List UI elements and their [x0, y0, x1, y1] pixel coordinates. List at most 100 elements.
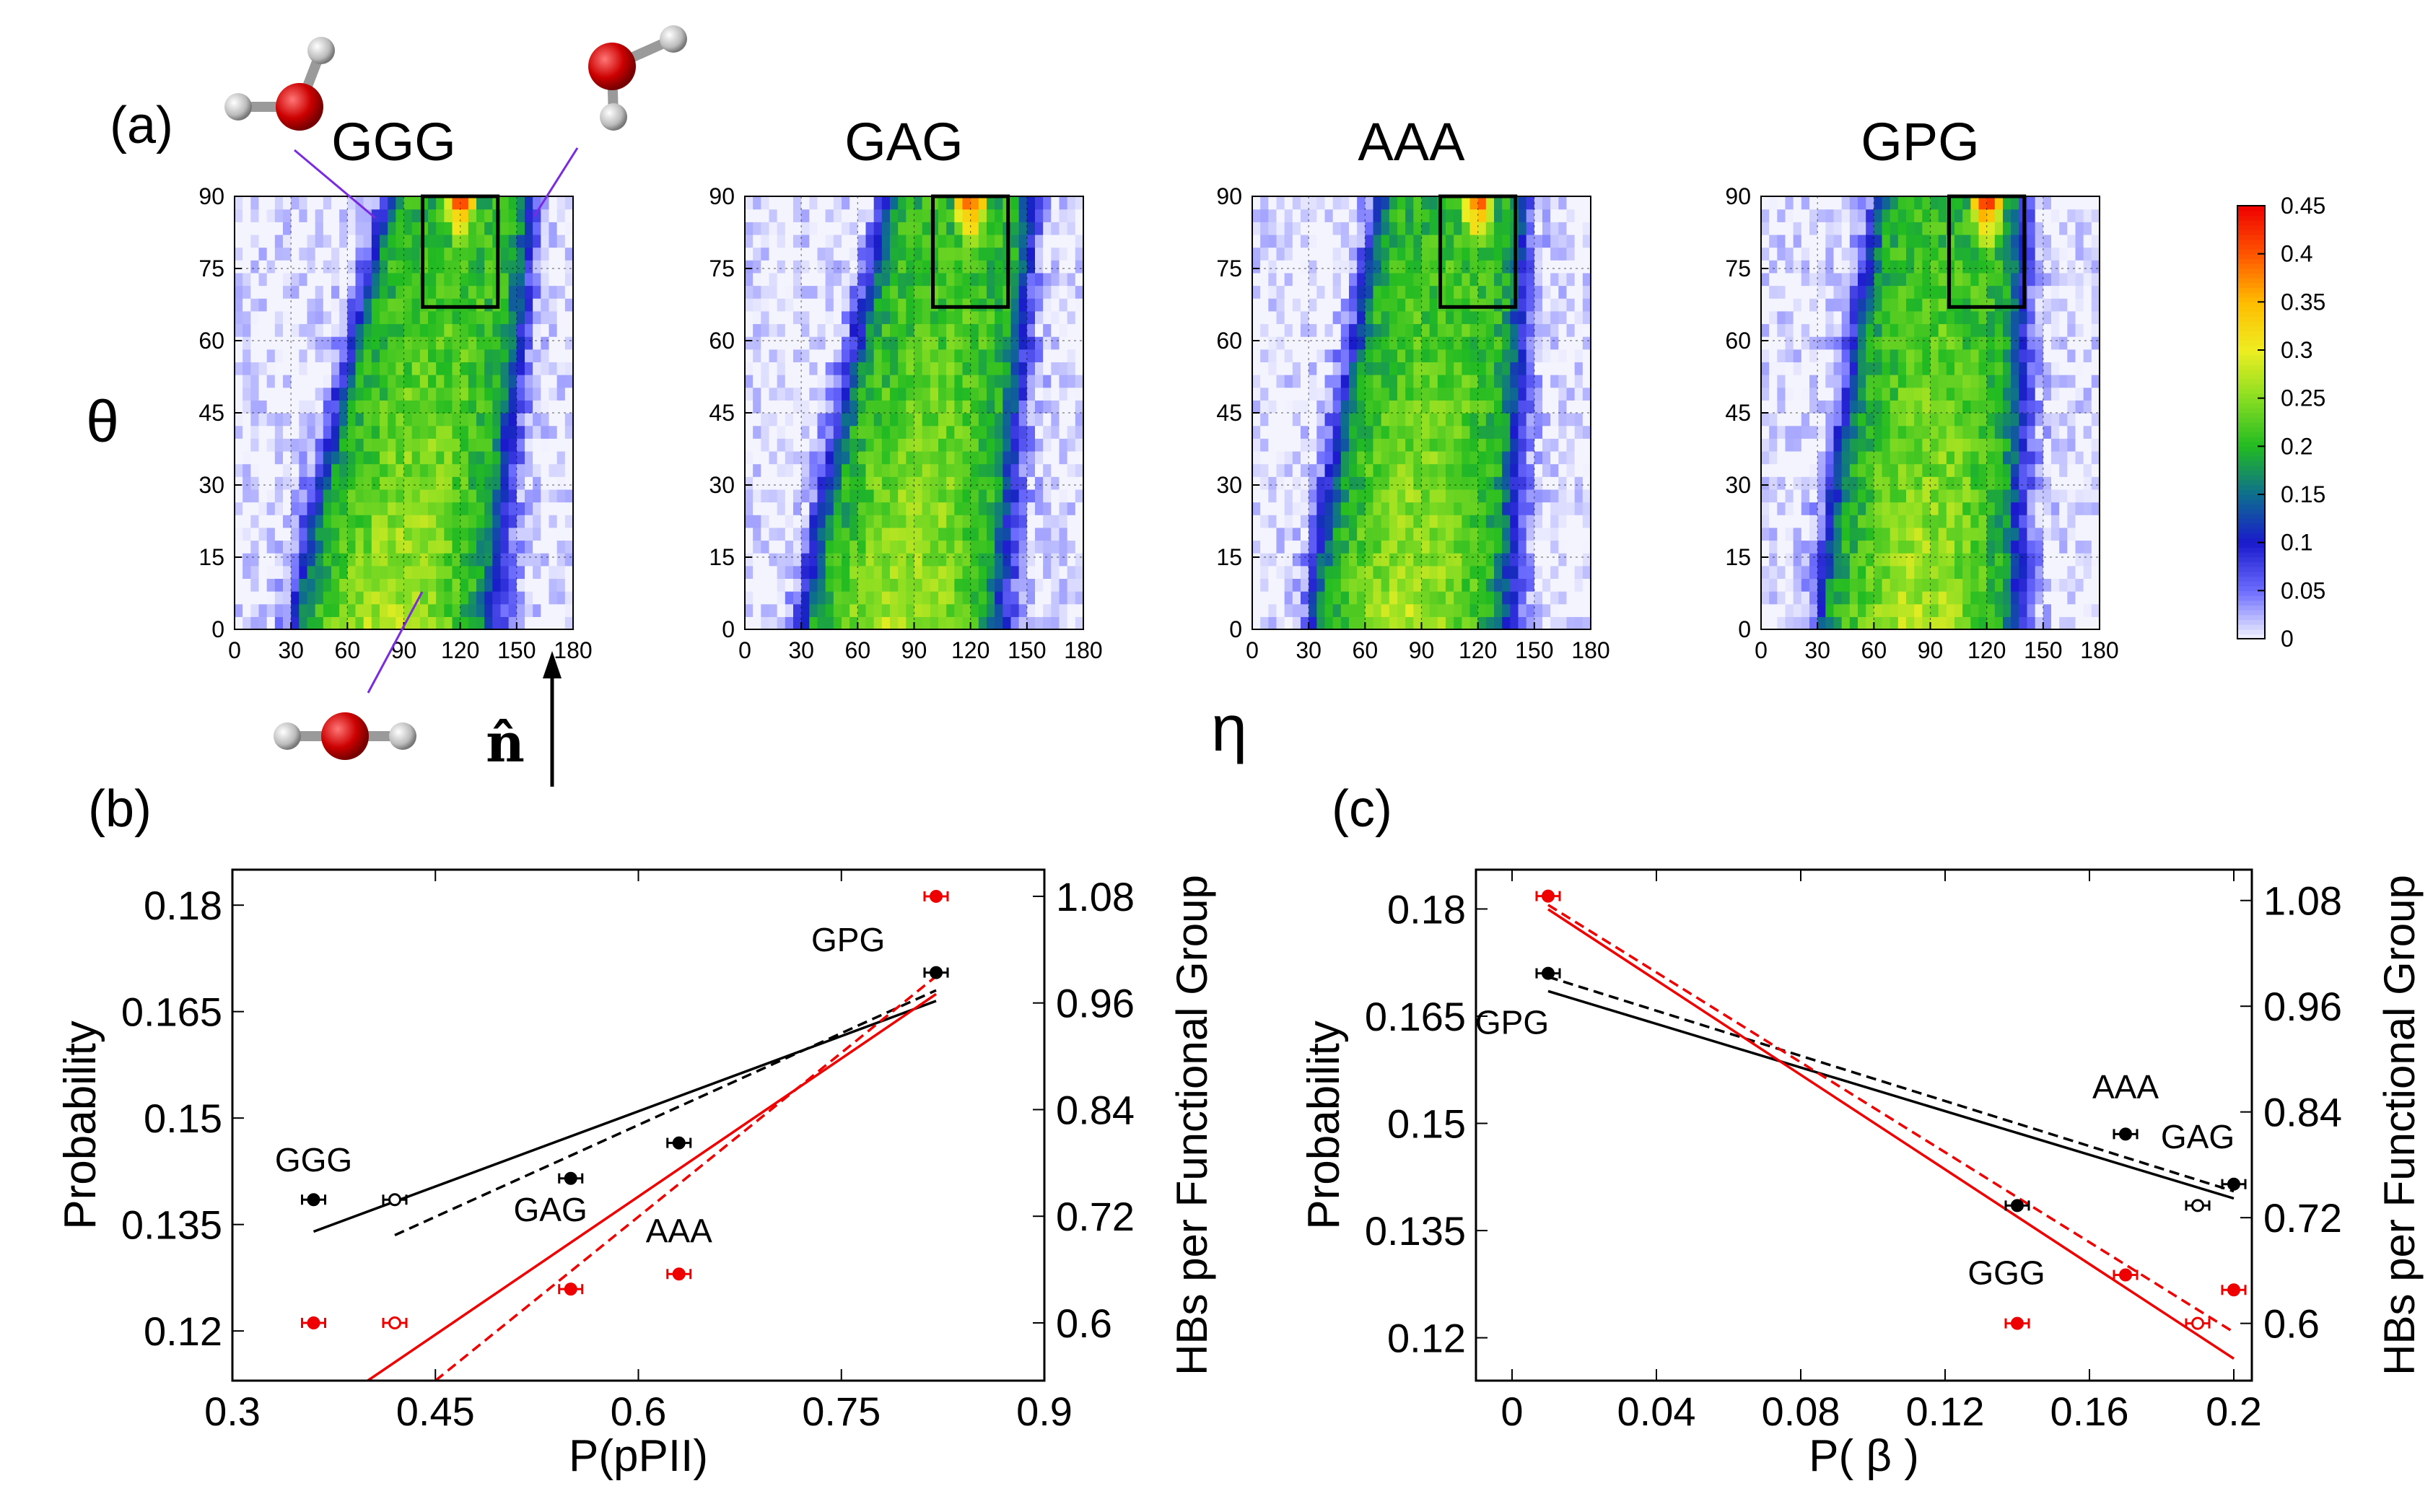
heatmap-cell [1301, 603, 1309, 617]
heatmap-cell [347, 616, 357, 630]
heatmap-cell [1397, 336, 1406, 350]
heatmap-cell [307, 540, 316, 554]
heatmap-cell [541, 476, 550, 490]
heatmap-cell [1494, 565, 1503, 580]
heatmap-cell [1446, 323, 1454, 337]
heatmap-cell [753, 387, 761, 401]
heatmap-cell [1866, 362, 1874, 375]
heatmap-cell [436, 298, 445, 312]
heatmap-cell [1252, 375, 1261, 388]
heatmap-cell [1429, 362, 1438, 375]
heatmap-cell [1397, 234, 1406, 248]
heatmap-cell [363, 591, 372, 605]
heatmap-cell [380, 400, 388, 414]
heatmap-cell [1518, 222, 1527, 235]
heatmap-cell [411, 616, 421, 630]
heatmap-cell [1276, 285, 1285, 299]
heatmap-cell [492, 323, 502, 337]
heatmap-cell [452, 463, 461, 477]
heatmap-cell [849, 540, 858, 554]
heatmap-cell [777, 591, 786, 605]
heatmap-cell [1582, 502, 1591, 515]
heatmap-cell [1510, 553, 1519, 567]
heatmap-cell [243, 222, 251, 235]
heatmap-cell [1534, 362, 1543, 375]
heatmap-cell [1365, 502, 1374, 515]
heatmap-cell [1566, 298, 1576, 312]
heatmap-cell [1841, 450, 1851, 465]
heatmap-cell [235, 387, 243, 401]
heatmap-cell [1389, 222, 1398, 235]
heatmap-cell [476, 260, 485, 274]
heatmap-cell [468, 515, 477, 528]
heatmap-cell [1502, 603, 1511, 617]
heatmap-cell [1301, 260, 1309, 274]
heatmap-cell [476, 272, 485, 287]
heatmap-cell [761, 463, 770, 477]
heatmap-cell [355, 349, 364, 363]
heatmap-cell [428, 591, 437, 605]
heatmap-cell [777, 540, 786, 554]
heatmap-cell [283, 234, 292, 248]
heatmap-cell [1825, 413, 1835, 427]
heatmap-cell [1268, 323, 1277, 337]
heatmap-cell [1309, 336, 1317, 350]
heatmap-cell [1566, 272, 1576, 287]
heatmap-cell [922, 247, 931, 261]
heatmap-cell [1301, 425, 1309, 439]
heatmap-cell [1833, 527, 1843, 541]
y-tick-label: 15 [198, 544, 224, 570]
heatmap-cell [849, 476, 858, 490]
heatmap-cell [1485, 553, 1495, 567]
heatmap-cell [817, 502, 826, 515]
heatmap-cell [785, 336, 794, 350]
heatmap-cell [1026, 272, 1036, 287]
heatmap-cell [761, 476, 770, 490]
heatmap-cell [761, 400, 770, 414]
heatmap-cell [970, 387, 979, 401]
heatmap-cell [274, 362, 284, 375]
heatmap-cell [525, 209, 533, 222]
heatmap-cell [380, 285, 388, 299]
heatmap-cell [1035, 310, 1044, 325]
heatmap-cell [516, 387, 525, 401]
heatmap-cell [1485, 527, 1495, 541]
heatmap-cell [914, 591, 923, 605]
heatmap-cell [1817, 323, 1826, 337]
heatmap-cell [283, 209, 292, 222]
heatmap-cell [1389, 476, 1398, 490]
heatmap-cell [403, 272, 413, 287]
heatmap-cell [1761, 578, 1770, 592]
heatmap-cell [954, 222, 964, 235]
heatmap-cell [1785, 603, 1794, 617]
heatmap-cell [525, 413, 533, 427]
heatmap-cell [266, 476, 276, 490]
heatmap-cell [1292, 362, 1301, 375]
heatmap-cell [857, 272, 867, 287]
heatmap-cell [970, 222, 979, 235]
heatmap-cell [315, 310, 324, 325]
heatmap-cell [881, 272, 891, 287]
heatmap-cell [1284, 463, 1293, 477]
heatmap-cell [339, 209, 348, 222]
heatmap-cell [235, 476, 243, 490]
heatmap-cell [995, 438, 1003, 452]
heatmap-cell [1526, 234, 1535, 248]
heatmap-cell [1866, 476, 1874, 490]
heatmap-cell [745, 438, 754, 452]
heatmap-cell [777, 553, 786, 567]
heatmap-cell [1566, 323, 1576, 337]
heatmap-cell [1059, 515, 1068, 528]
heatmap-cell [1309, 234, 1317, 248]
heatmap-cell [922, 489, 931, 503]
heatmap-cell [914, 540, 923, 554]
heatmap-cell [1502, 565, 1511, 580]
heatmap-cell [556, 450, 566, 465]
heatmap-cell [1469, 438, 1479, 452]
heatmap-cell [1292, 234, 1301, 248]
heatmap-cell [1769, 489, 1778, 503]
heatmap-cell [970, 425, 979, 439]
heatmap-cell [1268, 578, 1277, 592]
heatmap-cell [978, 476, 987, 490]
heatmap-cell [890, 298, 899, 312]
